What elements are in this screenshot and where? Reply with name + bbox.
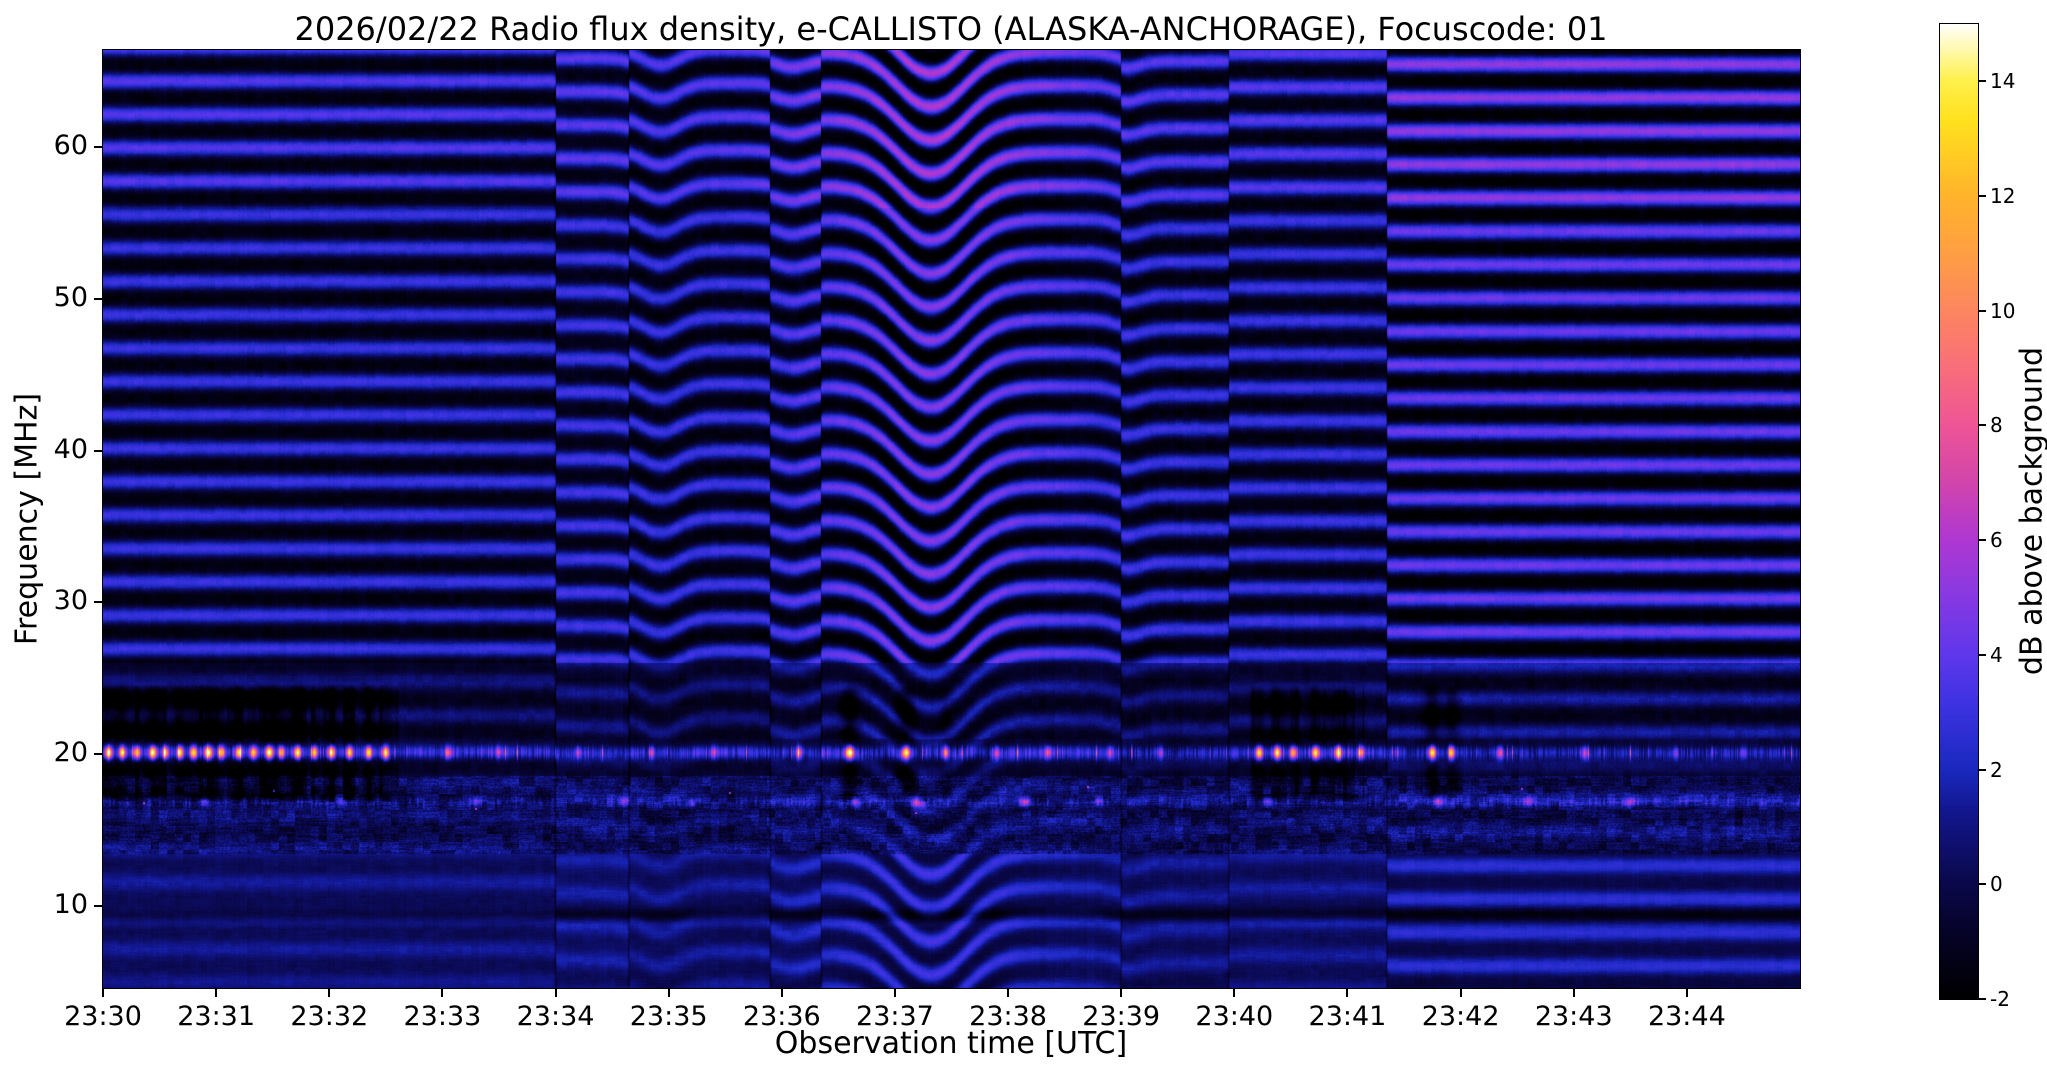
x-axis-label: Observation time [UTC] [774,1026,1128,1061]
x-tick-label: 23:38 [969,1001,1047,1032]
colorbar-label: dB above background [2014,346,2047,676]
colorbar-canvas [1940,24,1978,999]
x-tick-label: 23:34 [516,1001,595,1032]
colorbar-tick-mark [1978,653,1986,656]
x-tick-label: 23:40 [1195,1001,1274,1032]
x-tick-mark [328,988,331,997]
x-tick-label: 23:37 [856,1001,934,1032]
colorbar-tick-label: 2 [1990,757,2003,782]
colorbar-tick-label: 10 [1990,298,2016,323]
chart-title: 2026/02/22 Radio flux density, e-CALLIST… [294,10,1608,48]
y-tick-mark [94,601,103,604]
colorbar-tick-mark [1978,768,1986,771]
colorbar-tick-label: 4 [1990,642,2003,667]
x-tick-mark [1459,988,1462,997]
x-tick-mark [893,988,896,997]
colorbar [1939,23,1979,1000]
y-tick-mark [94,146,103,149]
colorbar-tick-label: 6 [1990,528,2003,553]
y-tick-label: 20 [53,737,88,769]
x-tick-mark [441,988,444,997]
colorbar-tick-mark [1978,883,1986,886]
x-tick-label: 23:42 [1421,1001,1500,1032]
spectrogram-canvas [103,50,1800,988]
colorbar-tick-label: 12 [1990,184,2016,209]
x-tick-mark [554,988,557,997]
x-tick-label: 23:41 [1308,1001,1387,1032]
spectrogram-plot-area [102,49,1801,989]
x-tick-label: 23:35 [629,1001,708,1032]
x-tick-label: 23:32 [290,1001,369,1032]
x-tick-label: 23:33 [403,1001,482,1032]
x-tick-label: 23:43 [1534,1001,1613,1032]
x-tick-mark [780,988,783,997]
x-tick-label: 23:36 [742,1001,821,1032]
x-tick-mark [102,988,104,997]
x-tick-label: 23:39 [1082,1001,1161,1032]
colorbar-tick-mark [1978,309,1986,312]
y-tick-label: 40 [53,433,88,465]
x-tick-mark [1572,988,1575,997]
colorbar-tick-mark [1978,80,1986,83]
x-tick-mark [1007,988,1010,997]
y-tick-label: 50 [53,281,88,313]
colorbar-tick-mark [1978,424,1986,427]
colorbar-tick-label: 0 [1990,872,2003,897]
y-tick-mark [94,753,103,756]
x-tick-mark [1233,988,1236,997]
y-tick-mark [94,297,103,300]
x-tick-label: 23:31 [177,1001,256,1032]
y-tick-label: 10 [53,889,88,921]
y-tick-label: 60 [53,130,88,162]
x-tick-mark [1685,988,1688,997]
colorbar-tick-mark [1978,539,1986,542]
y-tick-mark [94,449,103,452]
colorbar-tick-label: 14 [1990,69,2016,94]
x-tick-label: 23:44 [1647,1001,1726,1032]
y-tick-label: 30 [53,585,88,617]
colorbar-tick-label: 8 [1990,413,2003,438]
y-tick-mark [94,905,103,908]
x-tick-mark [1346,988,1349,997]
colorbar-tick-mark [1978,998,1986,1000]
x-tick-mark [667,988,670,997]
x-tick-mark [1120,988,1123,997]
x-tick-label: 23:30 [64,1001,142,1032]
x-tick-mark [215,988,218,997]
colorbar-tick-label: -2 [1990,987,2010,1011]
colorbar-tick-mark [1978,195,1986,198]
